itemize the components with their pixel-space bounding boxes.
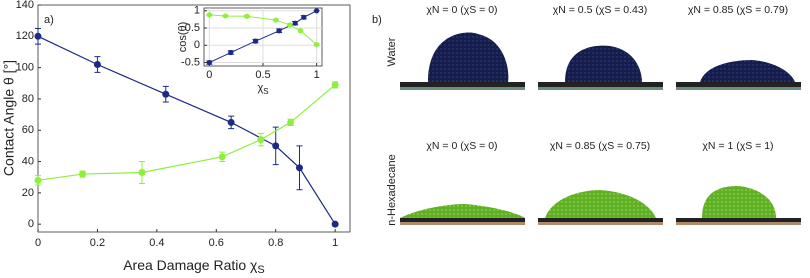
- snapshot: [676, 60, 801, 90]
- panel-label: b): [372, 14, 382, 26]
- data-point: [244, 13, 250, 19]
- y-tick-label: -0.5: [181, 56, 200, 68]
- x-tick-label: 1: [314, 69, 320, 81]
- snapshot: [400, 32, 525, 90]
- data-point: [314, 41, 320, 48]
- x-axis-label: Area Damage Ratio χS: [123, 257, 265, 276]
- y-tick-label: 20: [22, 187, 34, 199]
- data-point: [276, 28, 282, 34]
- data-point: [287, 22, 293, 28]
- data-point: [297, 28, 304, 34]
- inset-x-label-sub: S: [263, 87, 268, 96]
- x-tick-label: 1: [332, 237, 338, 249]
- data-point: [301, 14, 307, 20]
- data-point: [228, 49, 234, 56]
- snapshot-title: χN = 0.85 (χS = 0.75): [550, 140, 650, 152]
- snapshot-title: χN = 0.5 (χS = 0.43): [553, 4, 648, 16]
- data-point: [93, 60, 101, 68]
- inset-x-label-text: χ: [257, 82, 263, 94]
- snapshot: [538, 45, 663, 90]
- inset-y-label: cos(θ): [177, 22, 189, 53]
- y-tick-label: 1: [194, 5, 200, 17]
- y-tick-label: 120: [16, 30, 34, 42]
- data-point: [252, 38, 259, 44]
- data-point: [257, 136, 265, 144]
- x-axis-label-text: Area Damage Ratio χ: [123, 257, 258, 273]
- snapshot-title: χN = 1 (χS = 1): [702, 140, 773, 152]
- data-point: [138, 169, 146, 177]
- snapshot: [400, 204, 525, 225]
- data-point: [287, 118, 295, 126]
- panel-label: a): [44, 14, 54, 26]
- x-tick-label: 0.5: [255, 69, 270, 81]
- data-point: [206, 12, 212, 18]
- data-point: [314, 8, 320, 14]
- y-tick-label: 0: [194, 39, 200, 51]
- data-point: [272, 142, 280, 150]
- x-tick-label: 0.2: [90, 237, 105, 249]
- snapshot-title: χN = 0 (χS = 0): [426, 140, 497, 152]
- y-tick-label: 60: [22, 124, 34, 136]
- y-tick-label: 80: [22, 93, 34, 105]
- data-point: [273, 17, 279, 23]
- data-point: [331, 81, 339, 89]
- snapshot-title: χN = 0.85 (χS = 0.79): [688, 4, 788, 16]
- data-point: [218, 153, 226, 161]
- data-point: [34, 32, 42, 40]
- row-label: Water: [386, 37, 398, 66]
- x-axis-label-sub: S: [257, 264, 264, 276]
- x-tick-label: 0.4: [149, 237, 164, 249]
- data-point: [206, 59, 212, 66]
- data-point: [295, 164, 303, 172]
- data-point: [292, 20, 298, 26]
- data-point: [331, 220, 339, 228]
- data-point: [162, 90, 170, 98]
- x-tick-label: 0: [35, 237, 41, 249]
- snapshot-title: χN = 0 (χS = 0): [426, 4, 497, 16]
- simulation-panel: [400, 32, 801, 225]
- x-tick-label: 0: [206, 69, 212, 81]
- y-tick-label: 0: [28, 218, 34, 230]
- row-label: n-Hexadecane: [386, 154, 398, 226]
- y-tick-label: 100: [16, 62, 34, 74]
- snapshot: [676, 186, 801, 225]
- y-tick-label: 140: [16, 0, 34, 11]
- data-point: [222, 13, 229, 19]
- x-tick-label: 0.8: [268, 237, 283, 249]
- data-point: [227, 118, 235, 126]
- data-point: [34, 176, 42, 184]
- y-tick-label: 40: [22, 155, 34, 167]
- snapshot: [538, 190, 663, 225]
- inset-x-label: χS: [257, 82, 268, 96]
- y-tick-label: 0.5: [185, 22, 200, 34]
- data-point: [79, 170, 87, 178]
- y-axis-label: Contact Angle θ [°]: [1, 60, 17, 176]
- x-tick-label: 0.6: [209, 237, 224, 249]
